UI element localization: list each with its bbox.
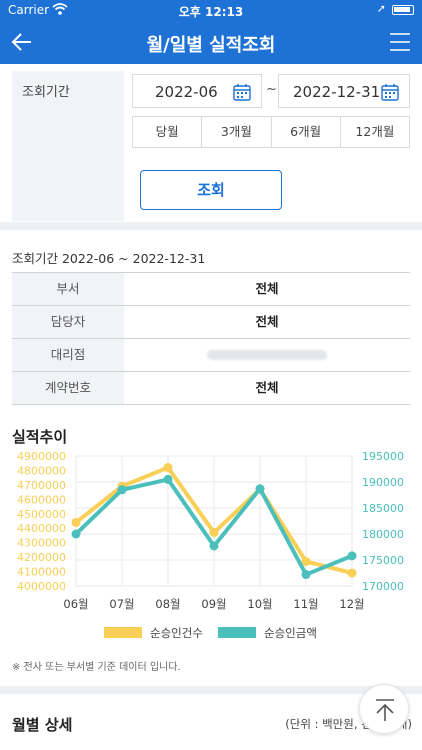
x-tick-label: 08월 (155, 597, 180, 611)
filter-section: 조회기간 (0, 64, 422, 221)
series-point-1 (117, 485, 127, 495)
legend-label: 순승인금액 (264, 626, 317, 640)
y-right-tick-label: 180000 (362, 528, 404, 541)
info-value: 전체 (255, 281, 279, 296)
y-right-tick-label: 185000 (362, 502, 404, 515)
period-label-cell: 조회기간 (12, 71, 124, 221)
info-value: 전체 (255, 314, 279, 329)
y-left-tick-label: 4700000 (17, 479, 66, 492)
y-left-tick-label: 4600000 (17, 493, 66, 506)
x-tick-label: 12월 (339, 597, 364, 611)
back-arrow-icon[interactable] (10, 30, 34, 54)
x-tick-label: 10월 (247, 597, 272, 611)
status-bar: Carrier 오후 12:13 ➚ (0, 0, 422, 20)
result-period-text: 조회기간 2022-06 ~ 2022-12-31 (12, 251, 206, 266)
series-point-1 (255, 484, 265, 494)
y-left-tick-label: 4400000 (17, 522, 66, 535)
end-date-value: 2022-12-31 (293, 83, 381, 101)
y-left-tick-label: 4100000 (17, 566, 66, 579)
section-divider (0, 222, 422, 230)
series-point-1 (347, 551, 357, 561)
calendar-icon[interactable] (233, 83, 251, 101)
y-right-tick-label: 195000 (362, 450, 404, 463)
nav-bar: 월/일별 실적조회 (0, 20, 422, 64)
series-point-1 (301, 570, 311, 580)
legend-swatch (218, 627, 256, 638)
wifi-icon (52, 3, 68, 15)
series-point-1 (163, 474, 173, 484)
location-icon: ➚ (376, 2, 386, 15)
info-row-agency: 대리점 (12, 339, 410, 372)
section-divider (0, 686, 422, 694)
y-right-tick-label: 190000 (362, 476, 404, 489)
calendar-icon[interactable] (381, 83, 399, 101)
period-label: 조회기간 (22, 85, 70, 100)
redacted-value (207, 350, 327, 360)
x-tick-label: 09월 (201, 597, 226, 611)
series-point-1 (71, 529, 81, 539)
series-point-0 (301, 556, 311, 566)
info-value: 전체 (255, 380, 279, 395)
battery-icon (392, 5, 414, 15)
y-left-tick-label: 4500000 (17, 508, 66, 521)
hamburger-menu-icon[interactable] (390, 32, 410, 52)
period-option-6m[interactable]: 6개월 (272, 117, 341, 147)
end-date-field[interactable]: 2022-12-31 (278, 74, 410, 108)
arrow-up-icon (376, 699, 394, 721)
period-option-3m[interactable]: 3개월 (202, 117, 272, 147)
page-title: 월/일별 실적조회 (146, 35, 276, 56)
x-tick-label: 06월 (63, 597, 88, 611)
data-note: ※ 전사 또는 부서별 기준 데이터 입니다. (12, 662, 181, 673)
info-value-blurred (124, 339, 410, 371)
carrier-label: Carrier (8, 3, 50, 17)
start-date-value: 2022-06 (155, 83, 218, 101)
info-key: 부서 (12, 273, 124, 305)
x-tick-label: 11월 (293, 597, 318, 611)
y-right-tick-label: 175000 (362, 554, 404, 567)
series-point-1 (209, 541, 219, 551)
chart-legend: 순승인건수 순승인금액 (0, 624, 422, 640)
info-row-department: 부서 전체 (12, 273, 410, 306)
clock: 오후 12:13 (178, 5, 244, 19)
y-left-tick-label: 4300000 (17, 537, 66, 550)
info-row-contract: 계약번호 전체 (12, 372, 410, 405)
info-key: 담당자 (12, 306, 124, 338)
series-point-0 (71, 517, 81, 527)
y-left-tick-label: 4800000 (17, 464, 66, 477)
date-separator: ~ (266, 82, 277, 97)
search-button[interactable]: 조회 (140, 170, 282, 210)
info-row-manager: 담당자 전체 (12, 306, 410, 339)
x-tick-label: 07월 (109, 597, 134, 611)
start-date-field[interactable]: 2022-06 (132, 74, 262, 108)
legend-label: 순승인건수 (150, 626, 203, 640)
y-left-tick-label: 4200000 (17, 551, 66, 564)
info-key: 대리점 (12, 339, 124, 371)
info-key: 계약번호 (12, 372, 124, 404)
y-left-tick-label: 4000000 (17, 580, 66, 593)
series-point-0 (163, 463, 173, 473)
y-right-tick-label: 170000 (362, 580, 404, 593)
series-point-0 (209, 528, 219, 538)
scroll-top-button[interactable] (359, 684, 409, 734)
chart-title: 실적추이 (12, 428, 68, 446)
result-info-table: 부서 전체 담당자 전체 대리점 계약번호 전체 (12, 272, 410, 405)
y-left-tick-label: 4900000 (17, 450, 66, 463)
period-option-12m[interactable]: 12개월 (355, 124, 395, 139)
period-selector: 당월 3개월 6개월 12개월 (132, 116, 410, 148)
series-point-0 (347, 568, 357, 578)
legend-swatch (104, 627, 142, 638)
period-option-1m[interactable]: 당월 (133, 117, 203, 147)
monthly-title: 월별 상세 (12, 716, 73, 734)
